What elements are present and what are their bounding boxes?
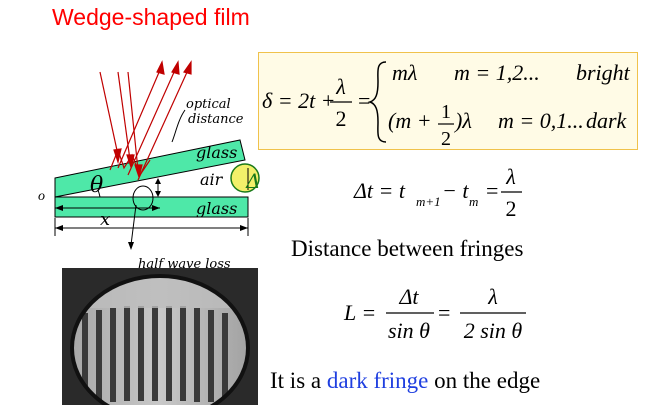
slide-title: Wedge-shaped film: [52, 4, 250, 30]
dt-mid: − t: [442, 178, 469, 203]
edge-note: It is a dark fringe on the edge: [270, 368, 540, 394]
fringe-photo: [62, 268, 258, 405]
case1-label: bright: [576, 60, 631, 85]
origin-label: o: [38, 189, 45, 204]
case2-label: dark: [586, 108, 628, 133]
L-den2: 2 sin θ: [464, 318, 523, 343]
delta-lhs: δ = 2t +: [262, 88, 336, 113]
glass-bottom-label: glass: [196, 199, 237, 218]
L-eq: =: [438, 300, 450, 325]
brace: [367, 61, 387, 143]
air-label: air: [200, 170, 224, 189]
case1-cond: m = 1,2...: [454, 60, 540, 85]
L-lhs: L =: [343, 300, 376, 325]
case2-post: )λ: [453, 108, 472, 133]
delta-t-formula: Δt = t m+1 − t m = λ 2: [353, 164, 522, 221]
wedge-diagram: optical distance glass air glass o θ x Δ…: [38, 60, 260, 270]
L-num1: Δt: [398, 284, 419, 309]
dt-lhs: Δt = t: [353, 178, 406, 203]
L-den1: sin θ: [388, 318, 430, 343]
distance-label: distance: [188, 112, 244, 127]
optical-label: optical: [186, 97, 231, 112]
path-difference-formula: δ = 2t + λ 2 = mλ m = 1,2... bright (m +…: [262, 60, 631, 150]
edge-note-pre: It is a: [270, 368, 327, 393]
delta-t-highlight: [230, 163, 260, 193]
x-label: x: [100, 209, 110, 230]
L-num2: λ: [487, 284, 498, 309]
case2-num: 1: [441, 101, 451, 123]
frac-num: λ: [335, 74, 346, 99]
dt-sub2: m: [469, 194, 478, 209]
edge-note-post: on the edge: [428, 368, 541, 393]
dark-fringe-highlight: dark fringe: [326, 368, 429, 393]
fringe-spacing-formula: L = Δt sin θ = λ 2 sin θ: [343, 284, 526, 343]
delta-t-label: Δt: [245, 169, 260, 193]
path-difference-formula-box: [258, 52, 638, 150]
dt-sub1: m+1: [416, 194, 441, 209]
dt-eq: =: [486, 178, 498, 203]
incident-rays: [99, 60, 192, 181]
frac-den: 2: [336, 106, 347, 131]
case2-pre: (m +: [388, 108, 432, 133]
case1-expr: mλ: [392, 60, 417, 85]
case2-den: 2: [441, 128, 451, 150]
equals: =: [358, 88, 370, 113]
case2-cond: m = 0,1...: [498, 108, 584, 133]
half-wave-loss-label: half wave loss: [138, 257, 231, 270]
top-glass-plate: [54, 139, 246, 198]
glass-top-label: glass: [196, 143, 237, 162]
dt-den: 2: [506, 196, 517, 221]
theta-label: θ: [90, 173, 103, 198]
dt-num: λ: [505, 164, 516, 189]
bottom-glass-plate: [54, 196, 249, 218]
fringe-distance-heading: Distance between fringes: [291, 236, 524, 261]
